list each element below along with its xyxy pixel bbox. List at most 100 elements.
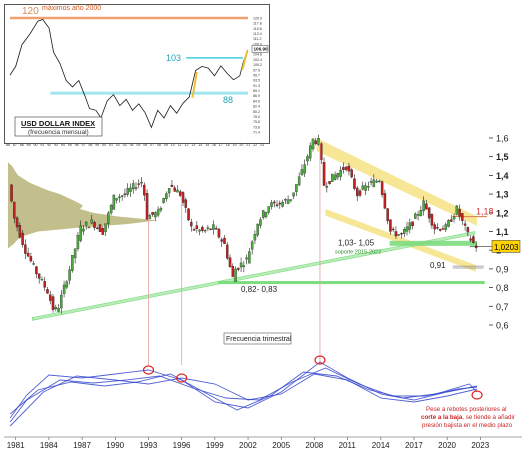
candle-body: [275, 204, 279, 206]
candle-body: [364, 185, 367, 191]
inset-x-tick-label: 08: [157, 143, 161, 147]
candle-body: [40, 278, 44, 281]
inset-x-tick-label: 03: [123, 143, 127, 147]
candle-body: [306, 156, 309, 162]
candle-body: [297, 176, 301, 186]
inset-y-tick-label: 80.2: [253, 110, 260, 114]
x-tick-label: 1987: [73, 441, 91, 450]
inset-x-tick-label: 10: [171, 143, 175, 147]
candle-body: [93, 222, 96, 228]
x-tick-label: 1990: [106, 441, 124, 450]
candle-body: [220, 239, 223, 242]
indicator-label-box: [223, 332, 292, 345]
candle-body: [231, 265, 235, 277]
y-tick-label: 1,3: [496, 190, 509, 200]
candle-body: [361, 185, 365, 190]
x-tick-label: 2014: [372, 441, 390, 450]
candle-body: [170, 184, 174, 187]
inset-x-tick-label: 04: [130, 143, 134, 147]
candle-body: [358, 190, 362, 196]
candle-body: [37, 273, 41, 279]
candle-body: [259, 219, 262, 226]
candle-body: [425, 203, 428, 210]
candle-body: [303, 164, 306, 174]
candle-body: [250, 241, 254, 250]
inset-subtitle: (frecuencia mensual): [28, 129, 89, 136]
candle-body: [441, 228, 445, 230]
candle-body: [400, 233, 403, 235]
candle-body: [466, 227, 470, 233]
candle-body: [253, 234, 257, 241]
candle-body: [383, 193, 387, 209]
candle-body: [394, 231, 398, 237]
price-candles: [10, 134, 478, 314]
candle-body: [68, 269, 71, 281]
inset-y-tick-label: 75.8: [253, 120, 260, 124]
inset-y-tick-label: 117.8: [253, 22, 262, 26]
inset-x-tick-label: 96: [75, 143, 79, 147]
candle-body: [192, 229, 196, 231]
candle-body: [90, 219, 93, 224]
candle-body: [137, 183, 141, 185]
candle-body: [198, 229, 201, 232]
inset-x-tick-label: 99: [95, 143, 99, 147]
candle-body: [237, 267, 240, 270]
candle-body: [201, 226, 204, 231]
level-label-1-03-1-05: 1,03- 1,05: [338, 239, 375, 248]
inset-x-tick-label: 07: [150, 143, 154, 147]
candle-body: [118, 196, 121, 199]
last-value-label: 1,0203: [494, 243, 519, 252]
inset-x-tick-label: 87: [13, 143, 17, 147]
candle-body: [145, 192, 149, 220]
candle-body: [369, 181, 373, 183]
candle-body: [322, 162, 326, 186]
candle-body: [123, 193, 127, 195]
candle-body: [84, 222, 88, 226]
support-line-0-82: [218, 281, 485, 285]
candle-body: [325, 185, 329, 188]
candle-body: [458, 208, 461, 217]
candle-body: [355, 187, 359, 197]
candle-body: [447, 220, 450, 227]
inset-dollar-index-line: [9, 19, 248, 129]
candle-body: [367, 186, 370, 188]
x-tick-label: 2008: [305, 441, 323, 450]
candle-body: [430, 214, 434, 226]
inset-label-maximos: máximos año 2000: [42, 5, 101, 12]
inset-x-tick-label: 18: [226, 143, 230, 147]
candle-body: [226, 244, 229, 259]
candle-body: [380, 181, 384, 195]
candle-body: [333, 174, 337, 180]
candle-body: [389, 219, 392, 232]
candle-body: [311, 138, 315, 150]
candle-body: [403, 229, 406, 234]
support-zone-1-03-1-05: [389, 240, 478, 246]
inset-x-tick-label: 98: [88, 143, 92, 147]
y-tick-label: 1,4: [496, 171, 509, 181]
candle-body: [438, 229, 442, 231]
inset-y-tick-label: 97.9: [253, 68, 260, 72]
candle-body: [450, 219, 453, 222]
candle-body: [32, 263, 35, 265]
candle-body: [248, 251, 251, 264]
inset-x-tick-label: 86: [6, 143, 10, 147]
inset-x-tick-label: 15: [205, 143, 209, 147]
candle-body: [281, 201, 284, 207]
y-tick-label: 1,2: [496, 208, 509, 218]
candle-body: [317, 138, 320, 145]
candle-body: [245, 257, 248, 260]
candle-body: [372, 179, 376, 187]
indicator-note-line1: Pese a rebotes posteriores al: [426, 406, 506, 413]
candle-body: [167, 188, 171, 194]
candle-body: [187, 208, 190, 221]
inset-x-tick-label: 95: [68, 143, 72, 147]
candle-body: [350, 169, 353, 178]
candle-body: [35, 266, 38, 275]
candle-body: [49, 294, 52, 301]
indicator-note-rest: , se tiende a añadir: [462, 414, 515, 421]
indicator-line-2: [9, 371, 478, 415]
candle-body: [234, 268, 237, 282]
candle-body: [154, 212, 157, 218]
inset-x-tick-label: 90: [33, 143, 37, 147]
inset-y-tick-label: 111.2: [253, 37, 261, 41]
